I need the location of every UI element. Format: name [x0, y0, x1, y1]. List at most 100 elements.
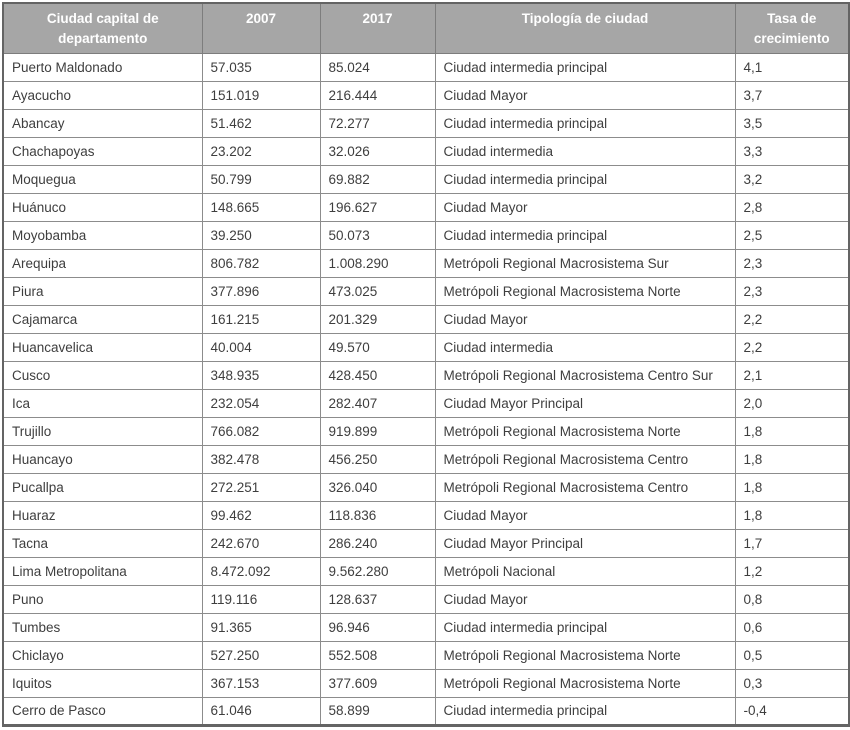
- growth-rate-cell: 2,8: [734, 193, 850, 222]
- growth-rate-cell: 2,3: [734, 249, 850, 278]
- pop-2007-cell: 91.365: [201, 613, 321, 642]
- typology-cell: Ciudad Mayor Principal: [434, 389, 736, 418]
- table-row: Tacna 242.670 286.240 Ciudad Mayor Principa…: [2, 529, 850, 558]
- typology-cell: Ciudad intermedia: [434, 333, 736, 362]
- growth-rate-cell: 3,5: [734, 109, 850, 138]
- table-row: Ica 232.054 282.407 Ciudad Mayor Principal 2…: [2, 389, 850, 418]
- typology-cell: Ciudad Mayor: [434, 501, 736, 530]
- typology-cell: Ciudad intermedia principal: [434, 697, 736, 726]
- city-cell: Tumbes: [2, 613, 203, 642]
- pop-2017-cell: 473.025: [319, 277, 436, 306]
- pop-2007-cell: 61.046: [201, 697, 321, 726]
- typology-cell: Ciudad intermedia: [434, 137, 736, 166]
- growth-rate-cell: 3,3: [734, 137, 850, 166]
- city-cell: Moquegua: [2, 165, 203, 194]
- pop-2017-cell: 919.899: [319, 417, 436, 446]
- city-cell: Huánuco: [2, 193, 203, 222]
- pop-2017-cell: 58.899: [319, 697, 436, 726]
- table-row: Chiclayo 527.250 552.508 Metrópoli Regional…: [2, 641, 850, 670]
- city-cell: Chiclayo: [2, 641, 203, 670]
- city-cell: Huaraz: [2, 501, 203, 530]
- pop-2017-cell: 118.836: [319, 501, 436, 530]
- growth-rate-cell: 1,8: [734, 445, 850, 474]
- typology-cell: Ciudad Mayor Principal: [434, 529, 736, 558]
- pop-2007-cell: 151.019: [201, 81, 321, 110]
- city-cell: Puerto Maldonado: [2, 53, 203, 82]
- typology-cell: Ciudad intermedia principal: [434, 53, 736, 82]
- pop-2007-cell: 57.035: [201, 53, 321, 82]
- table-header-row: Ciudad capital de departamento 2007 2017…: [2, 2, 850, 54]
- table-row: Piura 377.896 473.025 Metrópoli Regional Ma…: [2, 277, 850, 306]
- growth-rate-cell: 1,2: [734, 557, 850, 586]
- table-row: Lima Metropolitana 8.472.092 9.562.280 Metr…: [2, 557, 850, 586]
- city-cell: Huancavelica: [2, 333, 203, 362]
- typology-cell: Metrópoli Regional Macrosistema Norte: [434, 417, 736, 446]
- pop-2017-cell: 9.562.280: [319, 557, 436, 586]
- pop-2007-cell: 377.896: [201, 277, 321, 306]
- typology-cell: Metrópoli Regional Macrosistema Centro: [434, 473, 736, 502]
- pop-2007-cell: 242.670: [201, 529, 321, 558]
- pop-2007-cell: 39.250: [201, 221, 321, 250]
- pop-2017-cell: 201.329: [319, 305, 436, 334]
- city-cell: Piura: [2, 277, 203, 306]
- city-cell: Cusco: [2, 361, 203, 390]
- table-row: Iquitos 367.153 377.609 Metrópoli Regional …: [2, 669, 850, 698]
- typology-cell: Metrópoli Regional Macrosistema Sur: [434, 249, 736, 278]
- typology-cell: Metrópoli Regional Macrosistema Centro: [434, 445, 736, 474]
- pop-2017-cell: 49.570: [319, 333, 436, 362]
- table-row: Huancavelica 40.004 49.570 Ciudad intermedi…: [2, 333, 850, 362]
- table-row: Abancay 51.462 72.277 Ciudad intermedia pri…: [2, 109, 850, 138]
- pop-2017-cell: 128.637: [319, 585, 436, 614]
- pop-2007-cell: 806.782: [201, 249, 321, 278]
- typology-cell: Ciudad Mayor: [434, 193, 736, 222]
- typology-cell: Ciudad intermedia principal: [434, 165, 736, 194]
- pop-2017-cell: 96.946: [319, 613, 436, 642]
- pop-2017-cell: 286.240: [319, 529, 436, 558]
- city-cell: Cajamarca: [2, 305, 203, 334]
- city-cell: Arequipa: [2, 249, 203, 278]
- pop-2007-cell: 161.215: [201, 305, 321, 334]
- city-cell: Ica: [2, 389, 203, 418]
- city-cell: Chachapoyas: [2, 137, 203, 166]
- city-cell: Ayacucho: [2, 81, 203, 110]
- growth-rate-cell: 1,8: [734, 417, 850, 446]
- table-row: Cajamarca 161.215 201.329 Ciudad Mayor 2,2: [2, 305, 850, 334]
- pop-2007-cell: 232.054: [201, 389, 321, 418]
- table-row: Ayacucho 151.019 216.444 Ciudad Mayor 3,7: [2, 81, 850, 110]
- growth-rate-cell: 2,5: [734, 221, 850, 250]
- pop-2007-cell: 382.478: [201, 445, 321, 474]
- table-body: Puerto Maldonado 57.035 85.024 Ciudad inter…: [2, 53, 850, 726]
- pop-2017-cell: 1.008.290: [319, 249, 436, 278]
- growth-rate-cell: 1,7: [734, 529, 850, 558]
- city-cell: Pucallpa: [2, 473, 203, 502]
- growth-rate-cell: 1,8: [734, 501, 850, 530]
- growth-rate-cell: 3,7: [734, 81, 850, 110]
- table-row: Huancayo 382.478 456.250 Metrópoli Regional…: [2, 445, 850, 474]
- growth-rate-cell: 2,0: [734, 389, 850, 418]
- table-row: Puerto Maldonado 57.035 85.024 Ciudad inter…: [2, 53, 850, 82]
- growth-rate-cell: 2,2: [734, 305, 850, 334]
- city-cell: Huancayo: [2, 445, 203, 474]
- typology-cell: Metrópoli Regional Macrosistema Centro S…: [434, 361, 736, 390]
- table-row: Trujillo 766.082 919.899 Metrópoli Regional…: [2, 417, 850, 446]
- pop-2017-cell: 32.026: [319, 137, 436, 166]
- header-cell-city: Ciudad capital de departamento: [2, 2, 203, 54]
- pop-2007-cell: 50.799: [201, 165, 321, 194]
- table-row: Pucallpa 272.251 326.040 Metrópoli Regional…: [2, 473, 850, 502]
- pop-2017-cell: 72.277: [319, 109, 436, 138]
- table-row: Chachapoyas 23.202 32.026 Ciudad intermedia…: [2, 137, 850, 166]
- header-cell-growth-rate: Tasa de crecimiento: [734, 2, 850, 54]
- typology-cell: Ciudad intermedia principal: [434, 109, 736, 138]
- typology-cell: Metrópoli Nacional: [434, 557, 736, 586]
- city-cell: Abancay: [2, 109, 203, 138]
- pop-2017-cell: 216.444: [319, 81, 436, 110]
- pop-2007-cell: 40.004: [201, 333, 321, 362]
- growth-rate-cell: 0,3: [734, 669, 850, 698]
- pop-2017-cell: 196.627: [319, 193, 436, 222]
- pop-2017-cell: 326.040: [319, 473, 436, 502]
- table-row: Huaraz 99.462 118.836 Ciudad Mayor 1,8: [2, 501, 850, 530]
- pop-2007-cell: 51.462: [201, 109, 321, 138]
- city-cell: Iquitos: [2, 669, 203, 698]
